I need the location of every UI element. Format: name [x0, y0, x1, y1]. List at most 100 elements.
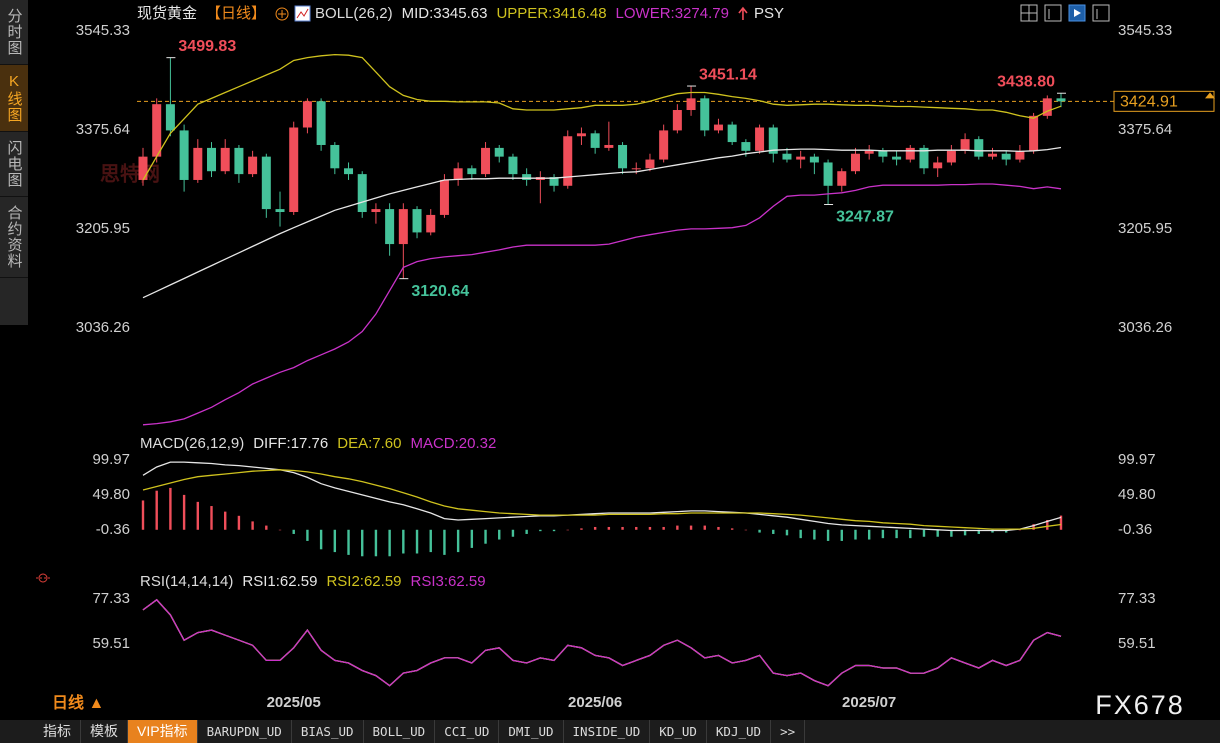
indicator-tab[interactable]: BARUPDN_UD — [198, 720, 292, 743]
indicator-tab[interactable]: >> — [771, 720, 806, 743]
candle-body — [398, 209, 408, 245]
candle-body — [809, 156, 819, 163]
candle-body — [590, 133, 600, 148]
indicator-icon-line — [296, 8, 309, 19]
macd-bar — [991, 529, 994, 533]
candle-body — [385, 209, 395, 245]
candle-body — [357, 174, 367, 213]
y-tick-label: 49.80 — [92, 486, 130, 503]
add-icon — [275, 7, 289, 21]
macd-bar — [854, 529, 857, 540]
candle-body — [1015, 150, 1025, 160]
indicator-line — [142, 598, 1062, 687]
macd-bar — [484, 529, 487, 544]
x-tick-label: 2025/05 — [267, 694, 321, 711]
crosshair-icon[interactable] — [36, 573, 50, 583]
macd-bar — [552, 529, 556, 532]
macd-bar — [758, 529, 761, 533]
macd-bar — [895, 529, 898, 539]
macd-bar — [539, 529, 542, 532]
period-button[interactable]: 日线 ▲ — [52, 693, 104, 712]
macd-bar — [292, 529, 295, 534]
candle-body — [289, 127, 299, 213]
y-tick-label-right: 3205.95 — [1118, 220, 1172, 237]
sidebar-tab[interactable]: K线图 — [0, 65, 28, 132]
indicator-line — [142, 183, 1062, 426]
last-price-arrow — [1205, 92, 1215, 99]
candle-body — [316, 101, 326, 145]
y-tick-label-right: -0.36 — [1118, 521, 1152, 538]
indicator-tab[interactable]: KDJ_UD — [707, 720, 772, 743]
macd-bar — [881, 529, 885, 539]
legend-entry: RSI2:62.59 — [326, 573, 401, 590]
macd-bar — [196, 501, 200, 530]
candle-body — [412, 209, 422, 233]
layout-icon[interactable] — [1044, 4, 1062, 22]
candle-body — [878, 150, 888, 157]
extreme-label: 3120.64 — [411, 283, 469, 300]
indicator-tab[interactable]: 模板 — [81, 720, 128, 743]
macd-bar — [703, 525, 706, 530]
candle-body — [371, 209, 381, 213]
candle-body — [467, 168, 477, 175]
candle-body — [508, 156, 518, 175]
indicator-tab[interactable]: KD_UD — [650, 720, 707, 743]
macd-bar — [155, 490, 158, 530]
watermark: 思特网 — [100, 161, 160, 185]
candle-body — [426, 214, 436, 233]
sidebar-tab[interactable]: 闪电图 — [0, 132, 28, 197]
candle-body — [179, 130, 189, 180]
macd-bar — [648, 526, 652, 530]
indicator-tab[interactable]: 指标 — [34, 720, 81, 743]
candle-body — [193, 147, 203, 180]
candle-body — [782, 153, 792, 160]
macd-bar — [265, 525, 268, 530]
macd-bar — [251, 521, 254, 530]
legend-entry: MACD:20.32 — [410, 435, 496, 452]
indicator-tab[interactable]: DMI_UD — [499, 720, 564, 743]
indicator-tab[interactable]: CCI_UD — [435, 720, 500, 743]
indicator-tab[interactable]: INSIDE_UD — [564, 720, 651, 743]
indicator-line — [142, 461, 1062, 532]
macd-bar — [950, 529, 953, 537]
macd-bar — [635, 526, 638, 530]
legend-entry: UPPER:3416.48 — [496, 5, 606, 22]
indicator-tab[interactable]: BOLL_UD — [364, 720, 436, 743]
candle-body — [275, 209, 285, 213]
macd-bar — [1004, 529, 1008, 533]
icon-play — [1074, 9, 1081, 17]
candle-body — [248, 156, 258, 175]
candle-body — [1042, 98, 1052, 116]
candle-body — [727, 124, 737, 143]
candle-body — [864, 150, 874, 154]
macd-bar — [443, 529, 446, 555]
extreme-label: 3438.80 — [997, 73, 1055, 90]
y-tick-label: 3375.64 — [76, 121, 130, 138]
sidebar-tab[interactable]: 分时图 — [0, 0, 28, 65]
y-tick-label: 59.51 — [92, 635, 130, 652]
candle-body — [522, 174, 532, 180]
macd-bar — [210, 506, 213, 530]
candle-body — [330, 144, 340, 169]
candle-body — [700, 98, 710, 131]
x-tick-label: 2025/06 — [568, 694, 622, 711]
indicator-tab[interactable]: VIP指标 — [128, 720, 198, 743]
indicator-line — [142, 146, 1062, 299]
y-tick-label-right: 49.80 — [1118, 486, 1156, 503]
legend-entry: RSI1:62.59 — [242, 573, 317, 590]
macd-bar — [977, 529, 980, 534]
last-price-label: 3424.91 — [1120, 94, 1178, 111]
extreme-label: 3247.87 — [836, 209, 894, 226]
sidebar-tab[interactable]: 合约资料 — [0, 197, 28, 278]
indicator-tab[interactable]: BIAS_UD — [292, 720, 364, 743]
layout-icon[interactable] — [1092, 4, 1110, 22]
candle-body — [768, 127, 778, 154]
y-tick-label: 3205.95 — [76, 220, 130, 237]
indicator-name: MACD(26,12,9) — [140, 435, 244, 452]
macd-bar — [319, 529, 323, 550]
macd-bar — [744, 529, 748, 531]
y-tick-label: 77.33 — [92, 590, 130, 607]
macd-bar — [141, 500, 145, 530]
macd-bar — [566, 529, 569, 531]
